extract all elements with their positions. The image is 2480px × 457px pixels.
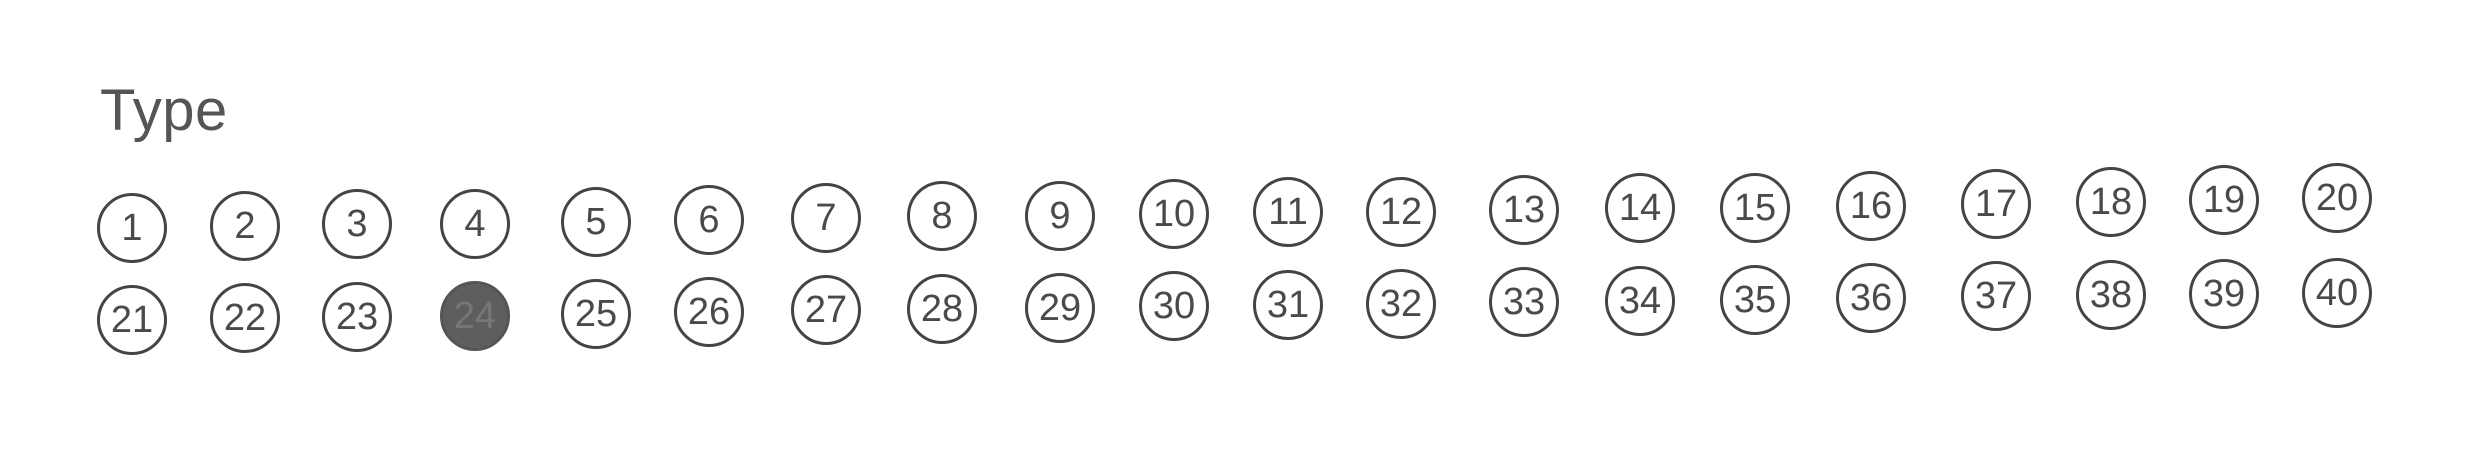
bubble-option[interactable]: 21 bbox=[97, 285, 167, 355]
bubble-option[interactable]: 3 bbox=[322, 189, 392, 259]
bubble-option[interactable]: 5 bbox=[561, 187, 631, 257]
bubble-option[interactable]: 24 bbox=[440, 281, 510, 351]
bubble-option[interactable]: 6 bbox=[674, 185, 744, 255]
bubble-option[interactable]: 30 bbox=[1139, 271, 1209, 341]
bubble-option[interactable]: 34 bbox=[1605, 266, 1675, 336]
bubble-option[interactable]: 37 bbox=[1961, 261, 2031, 331]
bubble-option[interactable]: 1 bbox=[97, 193, 167, 263]
bubble-option[interactable]: 23 bbox=[322, 282, 392, 352]
bubble-option[interactable]: 15 bbox=[1720, 173, 1790, 243]
bubble-option[interactable]: 39 bbox=[2189, 259, 2259, 329]
bubble-option[interactable]: 12 bbox=[1366, 177, 1436, 247]
bubble-option[interactable]: 38 bbox=[2076, 260, 2146, 330]
bubble-option[interactable]: 17 bbox=[1961, 169, 2031, 239]
bubble-option[interactable]: 14 bbox=[1605, 173, 1675, 243]
bubble-option[interactable]: 16 bbox=[1836, 171, 1906, 241]
bubble-option[interactable]: 13 bbox=[1489, 175, 1559, 245]
bubble-option[interactable]: 28 bbox=[907, 274, 977, 344]
bubble-option[interactable]: 10 bbox=[1139, 179, 1209, 249]
bubble-option[interactable]: 33 bbox=[1489, 267, 1559, 337]
bubble-option[interactable]: 9 bbox=[1025, 181, 1095, 251]
bubble-option[interactable]: 22 bbox=[210, 283, 280, 353]
bubble-option[interactable]: 4 bbox=[440, 189, 510, 259]
bubble-option[interactable]: 19 bbox=[2189, 165, 2259, 235]
bubble-option[interactable]: 18 bbox=[2076, 167, 2146, 237]
section-title: Type bbox=[100, 78, 228, 143]
bubble-option[interactable]: 7 bbox=[791, 183, 861, 253]
bubble-option[interactable]: 26 bbox=[674, 277, 744, 347]
bubble-option[interactable]: 36 bbox=[1836, 263, 1906, 333]
bubble-option[interactable]: 27 bbox=[791, 275, 861, 345]
bubble-option[interactable]: 2 bbox=[210, 191, 280, 261]
bubble-option[interactable]: 40 bbox=[2302, 258, 2372, 328]
bubble-option[interactable]: 8 bbox=[907, 181, 977, 251]
bubble-option[interactable]: 25 bbox=[561, 279, 631, 349]
bubble-option[interactable]: 31 bbox=[1253, 270, 1323, 340]
bubble-option[interactable]: 29 bbox=[1025, 273, 1095, 343]
bubble-option[interactable]: 11 bbox=[1253, 177, 1323, 247]
bubble-option[interactable]: 32 bbox=[1366, 269, 1436, 339]
bubble-option[interactable]: 35 bbox=[1720, 265, 1790, 335]
bubble-option[interactable]: 20 bbox=[2302, 163, 2372, 233]
